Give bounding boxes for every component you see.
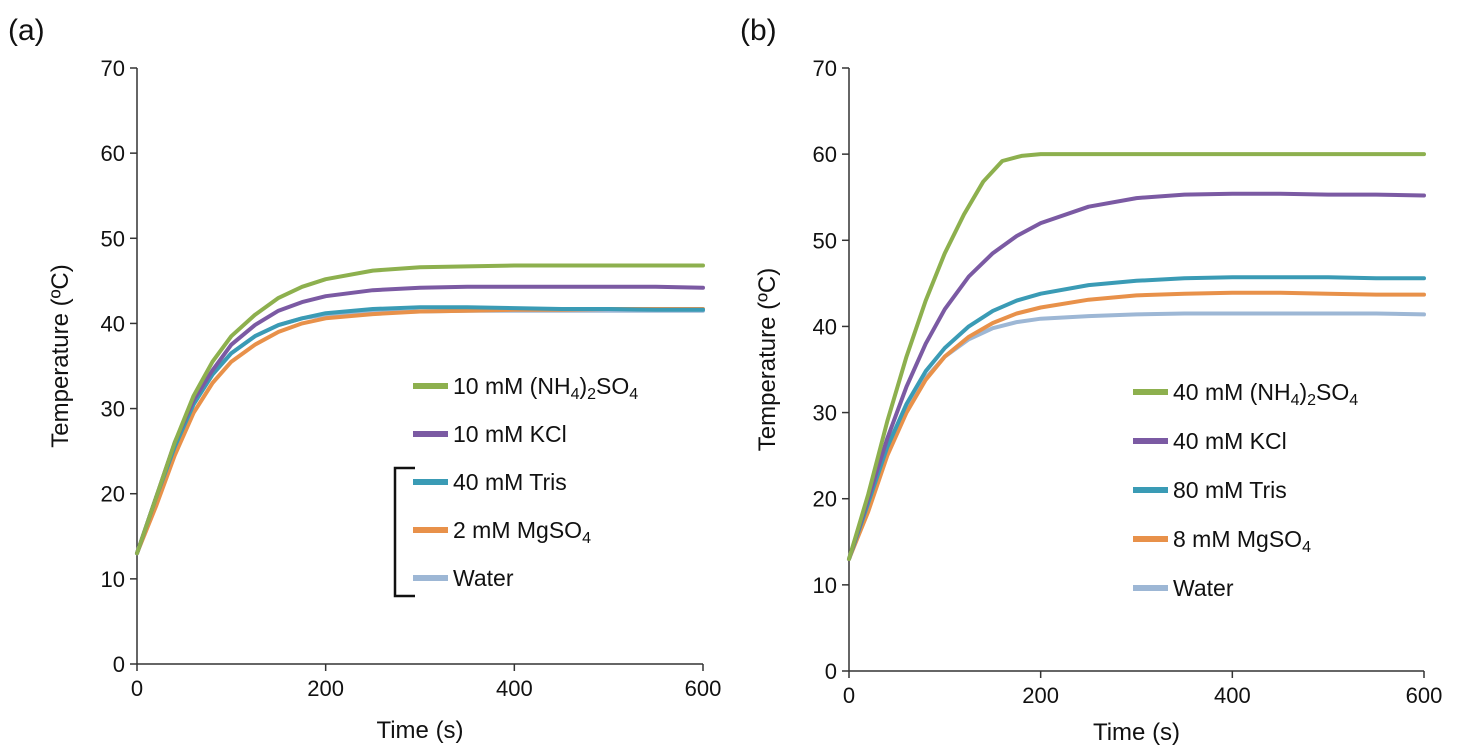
panel-label: (b): [740, 14, 777, 47]
y-tick-label: 0: [825, 659, 837, 684]
series-line: [847, 311, 1426, 561]
x-tick-label: 0: [131, 676, 143, 701]
legend-group-bracket: [393, 466, 415, 598]
x-tick-label: 400: [496, 676, 533, 701]
series-line: [135, 263, 705, 556]
x-tick-label: 0: [843, 683, 855, 708]
panel-a: (a) 0 10 20 30 40 50 60 70 0 200 400 600 Time (s) Temp…: [8, 14, 721, 744]
y-axis-title: Temperature (ºC): [47, 264, 74, 447]
x-tick-label: 600: [1406, 683, 1443, 708]
y-tick-label: 10: [101, 567, 125, 592]
legend-label: 40 mM KCl: [1173, 428, 1287, 454]
y-tick-label: 20: [813, 487, 837, 512]
y-tick-label: 60: [101, 141, 125, 166]
y-tick-label: 0: [113, 652, 125, 677]
y-tick-label: 70: [101, 56, 125, 81]
x-tick-label: 200: [307, 676, 344, 701]
y-tick-label: 40: [813, 314, 837, 339]
series-line: [847, 152, 1426, 561]
series-line: [847, 191, 1426, 561]
x-tick-label: 200: [1022, 683, 1059, 708]
y-tick-label: 40: [101, 311, 125, 336]
legend-label: 80 mM Tris: [1173, 477, 1287, 503]
legend-label: Water: [453, 565, 514, 591]
y-axis-title: Temperature (ºC): [754, 268, 781, 451]
y-tick-label: 30: [813, 401, 837, 426]
y-tick-label: 50: [101, 226, 125, 251]
series-line: [847, 275, 1426, 561]
series-line: [847, 290, 1426, 561]
x-tick-label: 600: [685, 676, 722, 701]
y-tick-label: 70: [813, 56, 837, 81]
legend-label: 10 mM (NH4)2SO4: [453, 373, 638, 403]
legend-label: 8 mM MgSO4: [1173, 526, 1311, 556]
legend-label: Water: [1173, 575, 1234, 601]
y-tick-label: 20: [101, 482, 125, 507]
y-tick-label: 50: [813, 228, 837, 253]
panel-label: (a): [8, 14, 45, 47]
x-axis-title: Time (s): [376, 717, 463, 744]
y-tick-label: 60: [813, 142, 837, 167]
legend-label: 2 mM MgSO4: [453, 517, 591, 547]
panel-b: (b) 0 10 20 30 40 50 60 70 0 200 400 600 Time (s) Temp…: [740, 14, 1442, 746]
y-tick-label: 30: [101, 397, 125, 422]
series-line: [135, 305, 705, 556]
legend-label: 40 mM (NH4)2SO4: [1173, 379, 1358, 409]
series-line: [135, 284, 705, 556]
legend-label: 40 mM Tris: [453, 469, 567, 495]
x-tick-label: 400: [1214, 683, 1251, 708]
y-tick-label: 10: [813, 573, 837, 598]
x-axis-title: Time (s): [1093, 719, 1180, 746]
legend-label: 10 mM KCl: [453, 421, 567, 447]
